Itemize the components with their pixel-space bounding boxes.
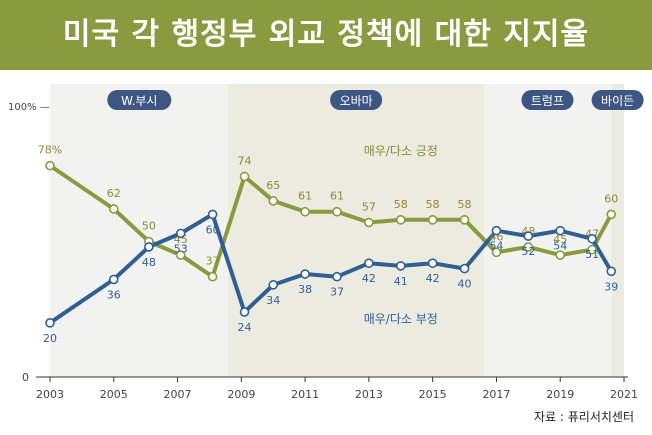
data-point-disapprove [606,266,617,277]
data-point-approve [175,250,186,260]
data-point-disapprove [239,307,250,317]
data-label-approve: 37 [206,255,220,268]
data-point-disapprove [491,225,502,236]
data-point-approve [523,242,534,252]
x-tick-label: 2017 [482,388,510,401]
data-label-approve: 45 [553,233,567,246]
series-line-approve [48,163,613,279]
data-label-approve: 58 [426,198,440,211]
admin-label: 오바마 [340,94,373,108]
admin-badge [107,90,172,110]
data-label-disapprove: 53 [174,242,188,255]
data-label-disapprove: 38 [298,283,312,296]
data-point-approve [459,215,470,225]
source-note: 자료 : 퓨리서치센터 [534,410,634,424]
x-tick-label: 2015 [419,388,447,401]
series-line-disapprove [48,212,613,325]
data-point-approve [45,160,55,171]
admin-badge [521,90,574,110]
x-tick-label: 2013 [355,388,383,401]
data-point-disapprove [144,242,154,252]
data-label-approve: 50 [142,220,156,233]
data-point-disapprove [175,228,186,239]
data-point-disapprove [268,280,279,290]
data-label-disapprove: 39 [604,280,618,293]
data-label-approve: 57 [362,201,376,214]
series-name-approve: 매우/다소 긍정 [364,144,438,158]
data-label-disapprove: 42 [426,272,440,285]
chart-title: 미국 각 행정부 외교 정책에 대한 지지율 [62,17,590,52]
data-label-disapprove: 60 [206,223,220,236]
data-point-disapprove [108,274,119,285]
data-label-approve: 58 [394,198,408,211]
admin-label: 바이든 [601,94,634,108]
data-point-disapprove [300,269,310,279]
series-name-disapprove: 매우/다소 부정 [364,312,438,326]
data-point-approve [300,206,310,217]
admin-label: 트럼프 [531,94,564,108]
data-label-approve: 58 [458,198,472,211]
data-point-disapprove [555,225,566,236]
data-label-approve: 65 [266,179,280,192]
data-point-approve [332,206,342,217]
data-label-disapprove: 52 [521,245,535,258]
admin-label: W.부시 [121,94,157,108]
data-label-disapprove: 20 [43,332,57,345]
admin-band [611,84,624,377]
data-point-approve [239,171,250,182]
x-tick-label: 2021 [610,388,638,401]
data-label-disapprove: 34 [266,294,280,307]
data-label-approve: 60 [604,192,618,205]
data-point-approve [108,204,119,214]
data-label-disapprove: 54 [489,240,503,253]
data-point-approve [364,217,374,228]
data-point-approve [268,196,279,206]
x-tick-label: 2003 [36,388,64,401]
admin-badge [330,90,383,110]
data-point-disapprove [364,258,374,268]
data-label-approve: 74 [238,154,252,167]
x-tick-label: 2009 [227,388,255,401]
data-point-approve [587,244,597,255]
data-point-disapprove [523,231,534,241]
data-point-disapprove [332,271,342,282]
data-label-disapprove: 54 [553,240,567,253]
data-point-disapprove [459,263,470,274]
data-point-disapprove [45,318,55,328]
data-label-disapprove: 41 [394,275,408,288]
y-tick-label: 100% — [8,102,50,113]
data-point-approve [395,215,406,225]
admin-badge [591,90,644,110]
data-point-disapprove [207,209,218,220]
data-point-disapprove [587,233,597,244]
x-tick-label: 2019 [546,388,574,401]
data-point-disapprove [395,261,406,271]
title-bar [0,0,652,70]
data-label-disapprove: 42 [362,272,376,285]
y-tick-label: 0 [22,371,29,384]
x-tick-label: 2011 [291,388,319,401]
data-point-approve [555,250,566,260]
x-tick-label: 2007 [164,388,192,401]
data-label-approve: 61 [330,190,344,203]
x-tick-label: 2005 [100,388,128,401]
data-point-approve [491,247,502,258]
data-point-disapprove [427,258,438,268]
data-label-disapprove: 37 [330,286,344,299]
data-label-approve: 62 [107,187,121,200]
data-label-disapprove: 51 [585,248,599,261]
data-label-disapprove: 24 [238,321,252,334]
data-label-disapprove: 40 [458,278,472,291]
data-label-approve: 61 [298,190,312,203]
data-point-approve [427,215,438,225]
data-label-disapprove: 36 [107,288,121,301]
data-label-disapprove: 48 [142,256,156,269]
admin-band [228,84,484,377]
chart-plot: W.부시 오바마 트럼프 바이든 0 100% — 2003 2005 2007 2009 2011… [8,84,644,401]
data-point-approve [207,271,218,282]
data-point-approve [606,209,617,220]
data-label-approve: 78% [38,144,62,157]
